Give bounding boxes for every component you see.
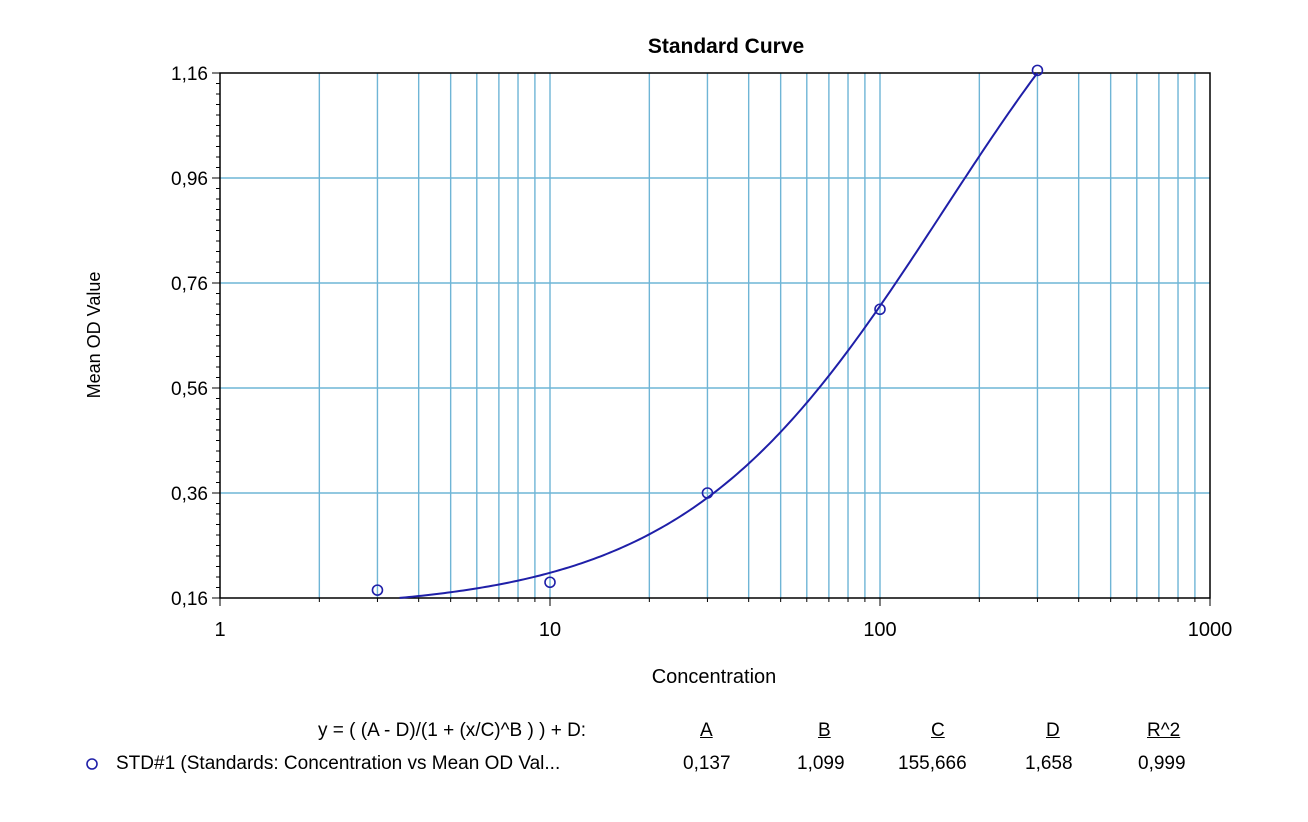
- legend-value-b: 1,099: [797, 753, 845, 774]
- y-tick-label: 0,76: [171, 274, 208, 295]
- legend-series-label: STD#1 (Standards: Concentration vs Mean …: [116, 753, 561, 774]
- data-point: [544, 576, 556, 589]
- y-tick-label: 1,16: [171, 64, 208, 85]
- data-points: [371, 64, 1044, 596]
- legend-header-b: B: [818, 720, 831, 741]
- chart-title: Standard Curve: [648, 35, 804, 58]
- legend-header-d: D: [1046, 720, 1060, 741]
- plot-frame: [219, 72, 1211, 599]
- legend-header-c: C: [931, 720, 945, 741]
- legend-header-a: A: [700, 720, 713, 741]
- legend-value-c: 155,666: [898, 753, 967, 774]
- x-tick-label: 10: [539, 619, 561, 641]
- y-tick-labels: 0,16 0,36 0,56 0,76 0,96 1,16: [171, 64, 208, 610]
- y-tick-label: 0,16: [171, 589, 208, 610]
- legend-marker: [86, 758, 98, 770]
- grid-lines: [220, 73, 1210, 598]
- legend-value-d: 1,658: [1025, 753, 1073, 774]
- legend-value-a: 0,137: [683, 753, 731, 774]
- y-tick-label: 0,36: [171, 484, 208, 505]
- x-axis-label: Concentration: [652, 666, 777, 688]
- fit-curve: [399, 72, 1039, 599]
- y-axis-label: Mean OD Value: [84, 272, 104, 399]
- x-tick-label: 1000: [1188, 619, 1233, 641]
- y-tick-label: 0,96: [171, 169, 208, 190]
- x-tick-label: 1: [214, 619, 225, 641]
- data-point: [371, 584, 384, 596]
- data-point: [1031, 64, 1044, 77]
- legend-header-r2: R^2: [1147, 720, 1181, 741]
- y-tick-label: 0,56: [171, 379, 208, 400]
- x-tick-labels: 1 10 100 1000: [214, 619, 1232, 641]
- x-tick-label: 100: [863, 619, 896, 641]
- legend-equation: y = ( (A - D)/(1 + (x/C)^B ) ) + D:: [318, 720, 587, 741]
- data-point: [874, 303, 886, 316]
- data-point: [701, 487, 714, 499]
- axis-ticks: [212, 72, 1211, 606]
- legend-value-r2: 0,999: [1138, 753, 1186, 774]
